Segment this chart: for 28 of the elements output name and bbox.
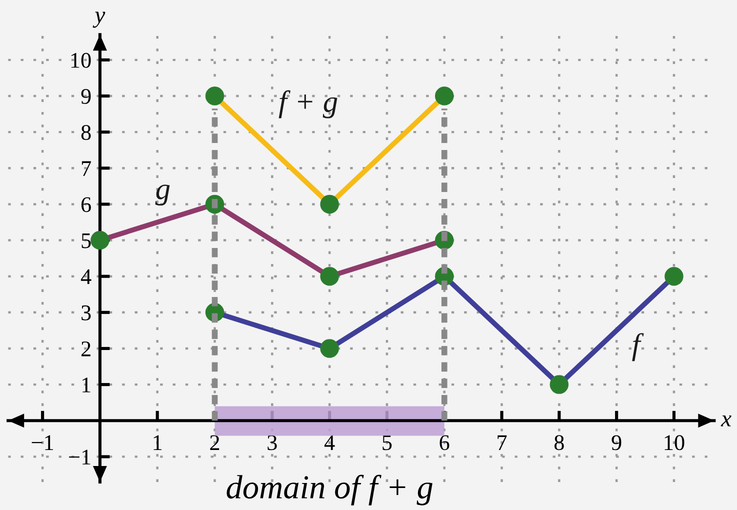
y-tick-label: 7	[82, 161, 91, 176]
x-tick-label: 3	[268, 435, 277, 450]
y-tick-label: 2	[81, 341, 90, 356]
x-tick-label: 7	[498, 435, 507, 450]
y-tick-label: −1	[69, 450, 90, 464]
y-tick-label: 6	[81, 197, 91, 212]
x-tick-label: 1	[154, 435, 162, 450]
x-tick-label: 6	[440, 435, 450, 450]
x-tick-label: −1	[32, 435, 54, 450]
x-tick-label: 5	[382, 435, 392, 450]
y-tick-label: 8	[81, 125, 91, 140]
series-label: f + g	[278, 90, 338, 118]
series-label: g	[155, 184, 170, 206]
y-tick-label: 10	[71, 52, 91, 68]
x-tick-label: 10	[664, 435, 684, 450]
x-tick-label: 9	[612, 435, 622, 450]
y-tick-label: 9	[81, 88, 91, 104]
band-label: domain of f + g	[226, 474, 432, 506]
series-label: f	[632, 333, 644, 362]
y-tick-label: 1	[82, 378, 90, 392]
y-tick-label: 3	[82, 305, 91, 320]
x-tick-label: 8	[554, 435, 564, 450]
y-tick-label: 4	[80, 269, 92, 284]
y-axis-title: y	[92, 12, 106, 28]
x-tick-label: 2	[210, 435, 220, 450]
y-tick-label: 5	[82, 233, 91, 248]
x-axis-title: x	[720, 415, 732, 426]
x-tick-label: 4	[324, 435, 335, 450]
